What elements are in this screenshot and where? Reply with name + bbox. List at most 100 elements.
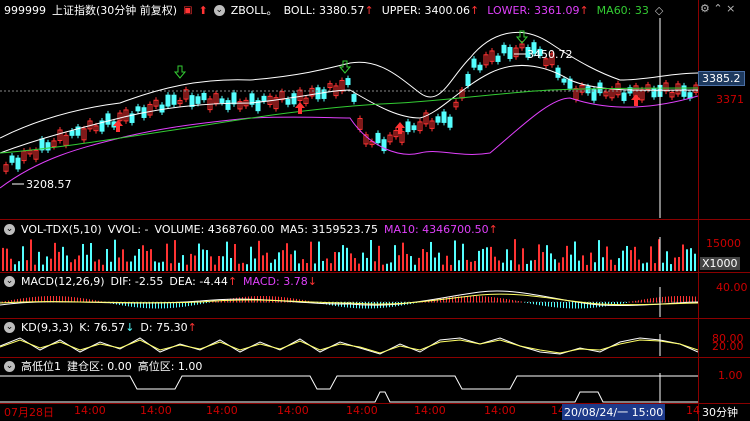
save-icon[interactable]: ▣ xyxy=(183,4,193,16)
macd-bar xyxy=(167,302,168,309)
volume-bar xyxy=(142,245,144,271)
macd-bar xyxy=(137,302,138,308)
macd-bar xyxy=(569,302,570,309)
macd-bar xyxy=(500,298,501,303)
close-icon[interactable]: × xyxy=(726,2,736,15)
up-arrow-icon[interactable]: ⬆ xyxy=(198,3,208,17)
stock-code: 999999 xyxy=(4,3,46,17)
macd-bar xyxy=(503,298,504,303)
macd-bar xyxy=(578,302,579,309)
macd-bar xyxy=(299,299,300,303)
volume-bar xyxy=(530,260,532,271)
candle-body xyxy=(231,92,237,105)
chevron-down-icon[interactable]: ⌄ xyxy=(4,223,15,235)
macd-bar xyxy=(575,302,576,309)
volume-bar xyxy=(178,262,180,271)
sell-arrows xyxy=(173,30,529,79)
volume-bar xyxy=(18,261,20,271)
chevron-down-icon[interactable]: ⌄ xyxy=(4,275,15,287)
macd-bar xyxy=(677,296,678,303)
volume-bar xyxy=(574,241,576,271)
separator xyxy=(0,403,750,404)
macd-bar xyxy=(635,300,636,303)
right-axis-price: 3371 xyxy=(716,93,744,106)
time-label: 14:00 xyxy=(346,404,378,417)
boll-mid-line xyxy=(0,65,698,154)
volume-bar xyxy=(158,262,160,271)
volume-bar xyxy=(70,262,72,271)
candle-body xyxy=(561,78,567,83)
kd-title[interactable]: KD(9,3,3) xyxy=(21,320,74,334)
volume-bar xyxy=(334,251,336,271)
macd-bar xyxy=(686,296,687,303)
macd-bar xyxy=(494,297,495,303)
macd-bar xyxy=(638,300,639,303)
volume-bar xyxy=(522,248,524,271)
macd-bar xyxy=(566,302,567,309)
hl-title[interactable]: 高低位1 xyxy=(21,360,61,373)
separator xyxy=(0,219,750,220)
volume-bar xyxy=(170,263,172,271)
volume-bar xyxy=(210,256,212,271)
volume-bar xyxy=(270,262,272,271)
chevron-down-icon[interactable]: ⌄ xyxy=(4,321,15,333)
macd-bar xyxy=(221,299,222,303)
settings-icon[interactable]: ⚙ xyxy=(700,2,710,15)
volume-bar xyxy=(114,239,116,271)
indicator-name[interactable]: ZBOLL。 xyxy=(230,4,278,17)
volume-bar xyxy=(110,261,112,271)
volume-bar xyxy=(286,243,288,271)
macd-bar xyxy=(653,297,654,303)
macd-bar xyxy=(350,302,351,308)
candle-body xyxy=(453,101,459,108)
macd-bar xyxy=(482,296,483,303)
macd-bar xyxy=(560,302,561,308)
volume-bar xyxy=(618,258,620,271)
volume-title[interactable]: VOL-TDX(5,10) xyxy=(21,222,102,236)
candle-body xyxy=(279,91,285,101)
volume-bar xyxy=(578,260,580,271)
volume-bar xyxy=(14,264,16,271)
candles xyxy=(3,39,698,175)
macd-bar xyxy=(554,302,555,308)
volume-bar xyxy=(666,251,668,271)
macd-bar xyxy=(50,296,51,303)
macd-bar xyxy=(623,302,624,304)
volume-bar xyxy=(50,258,52,271)
volume-bar xyxy=(546,245,548,271)
macd-bar xyxy=(524,302,525,303)
macd-bar xyxy=(269,296,270,303)
hl-axis: 1.00 xyxy=(718,369,743,382)
period-button[interactable]: 30分钟 xyxy=(702,406,738,419)
macd-bar xyxy=(272,296,273,303)
volume-bar xyxy=(510,260,512,271)
volume-bar xyxy=(182,255,184,271)
volume-bar xyxy=(678,256,680,271)
macd-title[interactable]: MACD(12,26,9) xyxy=(21,274,105,288)
volume-bar xyxy=(222,256,224,271)
time-label: 14 xyxy=(686,404,700,417)
volume-axis-top: 15000 xyxy=(706,237,741,250)
macd-bar xyxy=(479,296,480,303)
macd-bar xyxy=(14,299,15,303)
candle-body xyxy=(177,99,183,105)
chevron-down-icon[interactable]: ⌄ xyxy=(213,4,225,16)
volume-bar xyxy=(58,251,60,271)
macd-bar xyxy=(194,302,195,306)
collapse-icon[interactable]: ⌃ xyxy=(713,2,723,15)
macd-bar xyxy=(572,302,573,309)
candle-body xyxy=(303,97,309,104)
time-label: 14:00 xyxy=(414,404,446,417)
time-axis: 07月28日 14:00 14:00 14:00 14:00 14:00 14:… xyxy=(0,404,700,421)
candle-body xyxy=(219,98,225,104)
macd-bar xyxy=(449,297,450,303)
candlestick-chart[interactable]: 3450.72 3208.57 xyxy=(0,18,698,218)
volume-bar xyxy=(74,259,76,271)
macd-bar xyxy=(539,302,540,306)
chevron-down-icon[interactable]: ⌄ xyxy=(4,360,15,372)
candle-body xyxy=(531,42,537,54)
diamond-icon[interactable]: ◇ xyxy=(654,3,664,17)
volume-bar xyxy=(118,257,120,271)
macd-bar xyxy=(86,298,87,303)
candle-body xyxy=(495,55,501,62)
